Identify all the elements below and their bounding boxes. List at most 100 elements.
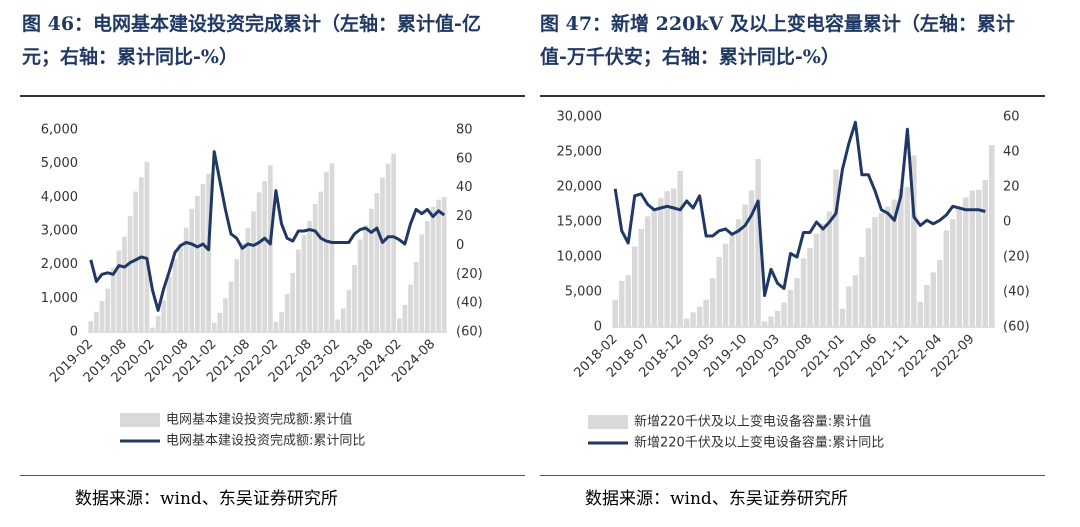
bar [391,153,397,332]
y-tick-label: 5,000 [41,156,78,171]
bar [813,233,820,327]
source: 数据来源：wind、东吴证券研究所 [75,489,338,509]
y-tick-label: 0 [594,320,602,335]
panel: 图 46：电网基本建设投资完成累计（左轴：累计值-亿元；右轴：累计同比-%） 0… [20,13,525,509]
bar [385,163,391,332]
bar [859,257,865,327]
bar [245,227,251,332]
bar [937,259,943,327]
bar [155,316,161,332]
bar [368,208,374,332]
bar [748,190,755,327]
bar [430,206,436,332]
bar [651,208,657,327]
bar [781,302,787,327]
chart-title: 图 47：新增 220kV 及以上变电容量累计（左轴：累计值-万千伏安；右轴：累… [540,13,1015,68]
bar [301,235,307,332]
panel: 图 47：新增 220kV 及以上变电容量累计（左轴：累计值-万千伏安；右轴：累… [540,0,1080,527]
bar [312,204,318,332]
y-tick-label: 4,000 [41,190,78,205]
bar [625,275,631,327]
chart: 0 1,000 2,000 3,000 4,000 5,000 6,000 (60) (40) (… [41,123,483,449]
y-tick-label: 15,000 [557,215,603,230]
bar [279,312,284,332]
bar [898,189,904,327]
rule [20,95,525,97]
bar [917,301,924,327]
bar [612,299,618,327]
y2-tick-label: 0 [456,238,464,253]
bar [441,196,447,332]
y-tick-label: 30,000 [557,110,603,125]
y-tick-label: 6,000 [41,123,78,138]
bar [161,300,167,332]
bar [885,206,891,327]
line [613,120,986,297]
bar [335,319,340,332]
bar [262,181,268,332]
bar [839,308,846,327]
y2-tick-label: (20) [1003,250,1030,265]
bar [183,227,189,332]
bar [963,197,969,327]
y2-tick-label: 60 [456,151,473,166]
bar [217,312,223,332]
bar [105,288,110,332]
bar [911,155,917,327]
bar [644,216,651,327]
bar [346,289,352,332]
bar [787,289,794,327]
bar [826,211,833,327]
y-tick-label: 10,000 [557,250,603,265]
bar [340,308,346,332]
bar [742,204,748,327]
bar [982,180,988,327]
bar [352,265,357,332]
bar [670,188,677,327]
bar [761,321,768,327]
bar [223,298,228,332]
bar [99,301,105,332]
bar [833,169,839,327]
bar [989,145,995,327]
y2-tick-label: 80 [456,123,473,138]
bar [228,281,234,332]
y-tick-label: 5,000 [565,285,602,300]
bar [865,228,872,327]
bar [703,299,709,327]
bar [290,273,296,332]
bar [436,199,441,332]
bar [950,219,956,327]
bar [820,223,826,327]
bar [683,318,690,327]
y-tick-label: 3,000 [41,224,78,239]
bar [211,322,217,332]
bar [956,208,963,327]
bar [846,286,852,327]
y2-tick-label: (60) [456,325,483,340]
bar [122,236,127,332]
chart: 0 5,000 10,000 15,000 20,000 25,000 30,000 (60)… [557,110,1030,451]
bar [794,278,800,327]
bar [234,259,240,332]
bar [88,321,94,332]
bar [329,163,335,332]
legend-swatch [120,413,160,427]
source: 数据来源：wind、东吴证券研究所 [585,489,848,509]
y2-tick-label: 60 [1003,110,1020,125]
bar [419,234,425,332]
bar [116,250,122,332]
bar [380,177,385,332]
bar [735,219,742,327]
bar [807,247,813,327]
bar [755,159,761,327]
bar [110,267,116,332]
bar [878,212,885,327]
bar [256,192,262,332]
bar [239,243,245,332]
bar [307,220,312,332]
bar [206,173,211,332]
bar [94,311,99,332]
bar [774,310,781,327]
bar [722,243,729,327]
